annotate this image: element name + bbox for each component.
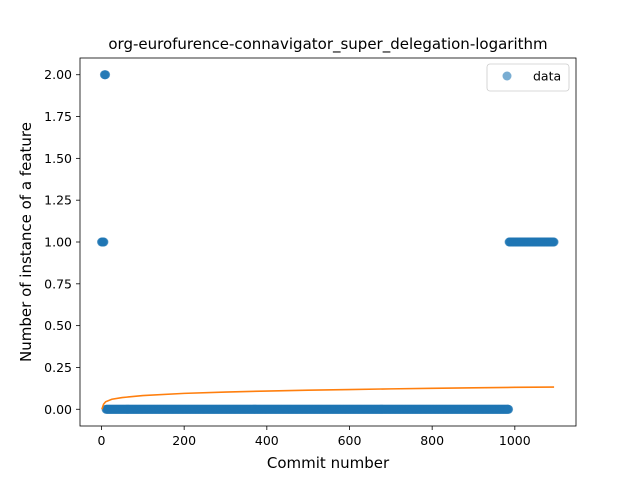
plot-area (96, 70, 559, 414)
legend: data (486, 63, 570, 92)
y-tick-label: 1.00 (44, 235, 72, 250)
y-tick-label: 1.25 (44, 193, 72, 208)
legend-box (486, 63, 570, 92)
y-tick-label: 1.75 (44, 109, 72, 124)
fit-line (101, 386, 555, 410)
x-tick-label: 0 (98, 433, 106, 448)
x-tick-label: 200 (172, 433, 196, 448)
y-tick-label: 0.25 (44, 360, 72, 375)
y-axis-label: Number of instance of a feature (17, 122, 35, 362)
x-axis-label: Commit number (267, 454, 390, 472)
x-tick-label: 400 (255, 433, 279, 448)
y-tick-label: 0.75 (44, 276, 72, 291)
y-tick-label: 2.00 (44, 67, 72, 82)
y-tick-label: 0.00 (44, 402, 72, 417)
legend-marker (502, 71, 512, 81)
data-layer (96, 70, 559, 414)
scatter-point (101, 70, 111, 80)
y-axis: 0.00 0.25 0.50 0.75 1.00 1.25 1.50 1.75 2.00 (44, 67, 80, 417)
x-tick-label: 1000 (499, 433, 531, 448)
y-tick-label: 1.50 (44, 151, 72, 166)
scatter-point (99, 237, 109, 247)
y-tick-label: 0.50 (44, 318, 72, 333)
scatter-point (504, 404, 514, 414)
x-tick-label: 800 (420, 433, 444, 448)
x-tick-label: 600 (338, 433, 362, 448)
chart-title: org-eurofurence-connavigator_super_deleg… (108, 35, 547, 54)
x-axis: 0 200 400 600 800 1000 (98, 426, 531, 448)
legend-label: data (533, 69, 561, 84)
scatter-point (549, 237, 559, 247)
